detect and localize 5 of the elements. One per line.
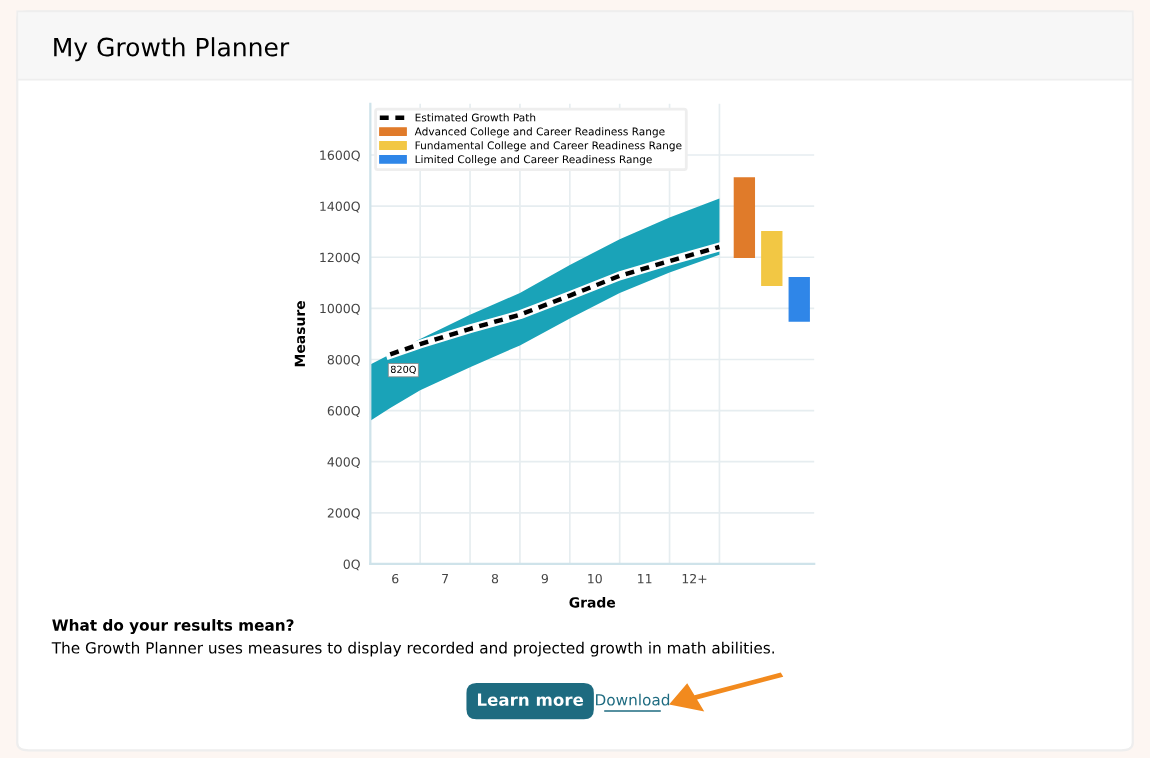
bar (788, 276, 810, 322)
bar (733, 177, 756, 258)
bar (761, 230, 783, 287)
chart-title: My Growth Planner (54, 37, 290, 62)
text: Learn more (477, 693, 584, 706)
